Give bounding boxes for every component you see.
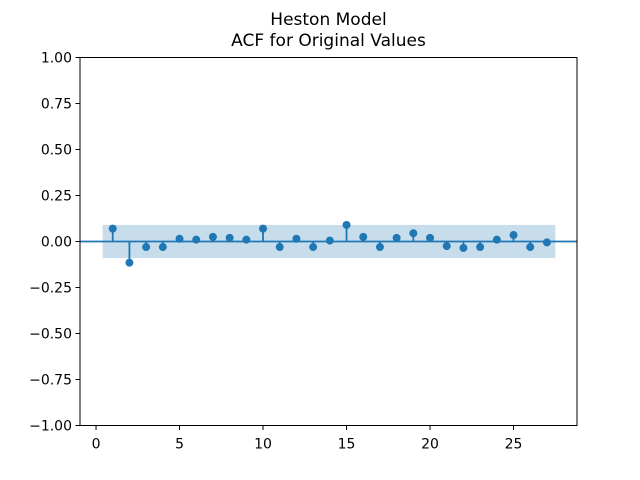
chart-title-line-1: Heston Model [270,10,387,30]
y-tick-label: −1.00 [29,418,72,434]
stem-marker [526,243,535,252]
stem-marker [459,243,468,252]
stem-marker [225,233,234,242]
x-tick-label: 0 [92,437,101,453]
stem-marker [492,235,501,244]
y-tick-label: −0.75 [29,372,72,388]
stem-marker [309,243,318,252]
stem-marker [476,243,485,252]
x-tick-label: 15 [338,437,356,453]
x-tick-label: 20 [421,437,439,453]
plot-border [79,57,578,426]
y-tick-label: 1.00 [41,50,72,66]
stem-marker [342,220,351,229]
stem-marker [392,233,401,242]
stem-marker [108,224,117,233]
stem-marker [442,242,451,251]
stem-marker [509,231,518,240]
stem-marker [175,234,184,243]
stem-marker [275,243,284,252]
y-tick-label: −0.25 [29,280,72,296]
stem-marker [242,235,251,244]
stem-marker [426,233,435,242]
stem-marker [259,224,268,233]
y-tick-label: 0.00 [41,234,72,250]
stem-marker [292,234,301,243]
stem-marker [325,236,334,245]
stem-marker [192,235,201,244]
stem-marker [409,229,418,238]
stem-marker [142,243,151,252]
x-tick-label: 10 [254,437,272,453]
x-tick-label: 25 [505,437,523,453]
y-tick-label: 0.75 [41,96,72,112]
chart-title-line-2: ACF for Original Values [231,31,426,51]
chart-title: Heston Model ACF for Original Values [80,10,577,52]
stem-marker [125,258,134,267]
stem-marker [359,232,368,241]
y-tick-label: −0.50 [29,326,72,342]
stem-marker [208,232,217,241]
stem-marker [158,243,167,252]
y-tick-label: 0.25 [41,188,72,204]
stem-marker [375,243,384,252]
y-tick-label: 0.50 [41,142,72,158]
x-tick-label: 5 [175,437,184,453]
stem-marker [542,238,551,247]
